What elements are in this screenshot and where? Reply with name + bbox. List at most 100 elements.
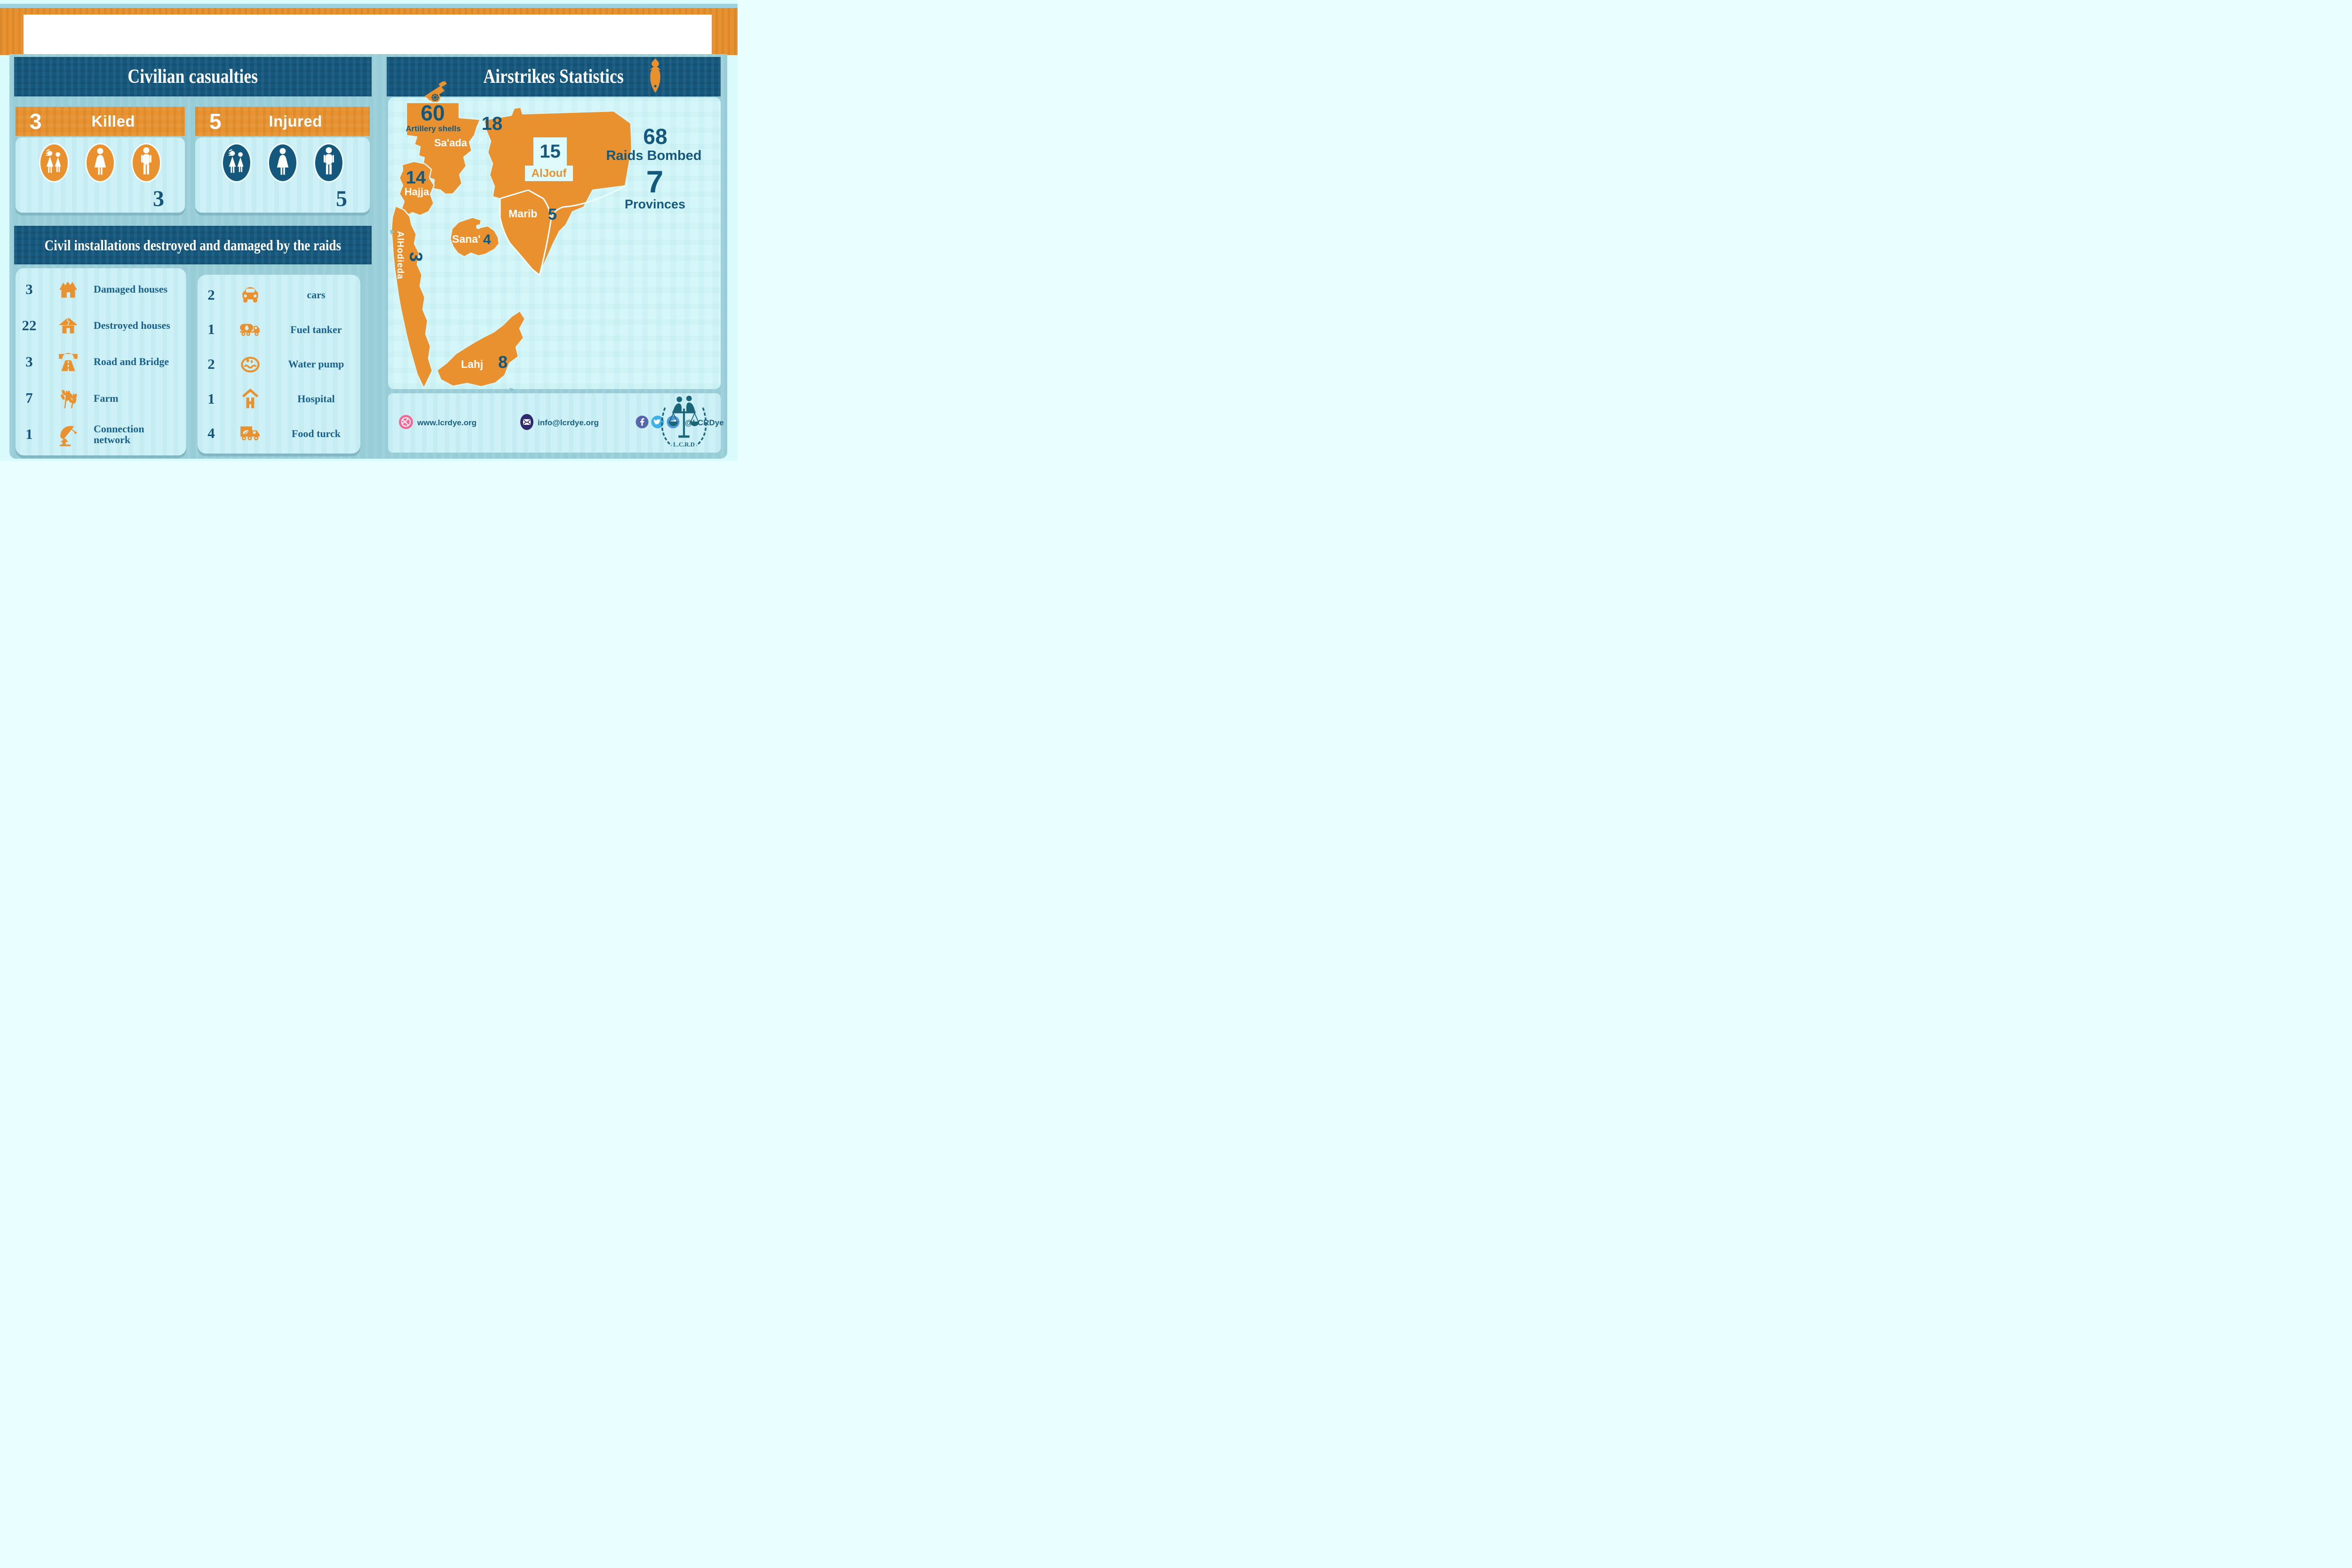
province-label-alhodieda: AlHodieda [395,231,405,279]
injured-total: 5 [336,186,347,211]
footer: www.lcrdye.org info@lcrdye.org [388,393,724,454]
hospital-icon [225,387,276,411]
installations-list-right: 2 cars 1 [198,275,360,454]
label: Food turck [291,427,341,439]
count: 1 [207,390,215,407]
children-icon [221,143,252,183]
province-marib-border [539,185,626,276]
list-item: 2 cars [198,283,360,307]
email-text: info@lcrdye.org [537,418,599,427]
raids-label: Raids Bombed [606,148,702,163]
road-bridge-icon [43,350,94,374]
man-icon [313,143,344,183]
province-value-lahj: 8 [498,352,508,372]
province-value-sanaa: 4 [483,232,491,247]
list-item: 1 Fuel tanker [198,317,360,342]
yemen-map: 60 Artillery shells Sa'ada 18 15 AlJouf … [388,81,721,392]
section-title: Civil installations destroyed and damage… [44,236,342,254]
bomb-icon [645,58,665,99]
coast-arrow-icon [390,230,395,235]
list-item: 22 Destroyed houses [16,313,186,338]
injured-count: 5 [209,109,222,134]
cannon-icon [425,81,447,103]
label: Connection network [94,423,144,446]
count: 22 [22,317,37,334]
section-title: Civilian casualties [127,66,258,88]
killed-card: 3 [16,137,185,213]
label: Road and Bridge [94,356,169,368]
province-label-marib: Marib [509,207,538,220]
injured-label: Injured [269,112,323,130]
list-item: 7 Farm [16,386,186,410]
list-item: 3 Damaged houses [16,277,186,302]
label: Hospital [297,393,335,405]
killed-total: 3 [153,186,164,211]
list-item: 2 Water pump [198,352,360,376]
provinces-label: Provinces [624,197,686,211]
injured-bar: 5 Injured [195,107,370,136]
list-item: 1 Connection network [16,422,186,446]
province-value-marib: 5 [548,206,557,223]
artillery-value: 60 [421,101,445,125]
count: 3 [25,353,33,370]
section-header-civilian-casualties: Civilian casualties [14,57,372,96]
killed-count: 3 [30,109,42,134]
count: 2 [207,286,215,303]
count: 3 [25,280,33,297]
province-label-aljouf: AlJouf [531,167,567,180]
count: 1 [207,321,215,338]
satellite-dish-icon [43,422,94,446]
province-label-saada: Sa'ada [434,137,468,149]
map-svg [390,81,633,392]
count: 4 [207,425,215,442]
logo-text: L.C.R.D [673,441,695,448]
province-value-saada: 18 [481,113,503,134]
dribbble-icon [398,414,413,432]
envelope-icon [520,414,534,433]
province-label-lahj: Lahj [461,358,484,370]
email-item: info@lcrdye.org [520,414,599,433]
children-icon [39,143,69,183]
province-aljouf [483,106,633,276]
label: cars [307,289,326,301]
wheat-icon [43,386,94,410]
list-item: 4 Food turck [198,421,360,446]
label: Water pump [288,358,344,370]
title-banner [24,15,712,54]
coast-arrow-icon [509,388,514,392]
website-item: www.lcrdye.org [398,414,477,432]
province-hajja [398,160,435,216]
province-saada [405,102,481,195]
section-header-airstrikes: Airstrikes Statistics [387,57,721,96]
twitter-icon [651,415,664,431]
aljouf-name-box: AlJouf [525,166,573,181]
facebook-icon [636,415,649,431]
woman-icon [267,143,298,183]
fuel-tanker-icon [225,317,276,342]
label: Fuel tanker [290,323,342,335]
lcrd-logo: L.C.R.D [659,395,709,454]
list-item: 3 Road and Bridge [16,350,186,374]
infographic-page: Civilian casualties 3 Killed 5 Injured [0,0,738,461]
food-truck-icon [225,421,276,446]
province-label-sanaa: Sana' [452,233,481,245]
car-icon [225,283,276,307]
province-label-hajja: Hajja [404,186,429,198]
province-value-aljouf: 15 [540,141,561,162]
province-value-hajja: 14 [405,168,426,188]
province-lahj [436,310,526,388]
destroyed-house-icon [43,313,94,338]
website-text: www.lcrdye.org [417,418,477,427]
label: Destroyed houses [94,319,170,332]
count: 1 [25,426,33,443]
list-item: 1 Hospital [198,387,360,411]
section-header-installations: Civil installations destroyed and damage… [14,226,372,264]
raids-value: 68 [643,124,667,149]
killed-bar: 3 Killed [16,107,185,136]
aljouf-value-box: 15 [533,137,567,166]
killed-label: Killed [91,112,135,130]
province-alhodieda [390,205,433,389]
installations-list-left: 3 Damaged houses 22 Destroyed houses 3 [16,268,186,455]
provinces-value: 7 [646,164,664,199]
injured-card: 5 [195,137,370,213]
